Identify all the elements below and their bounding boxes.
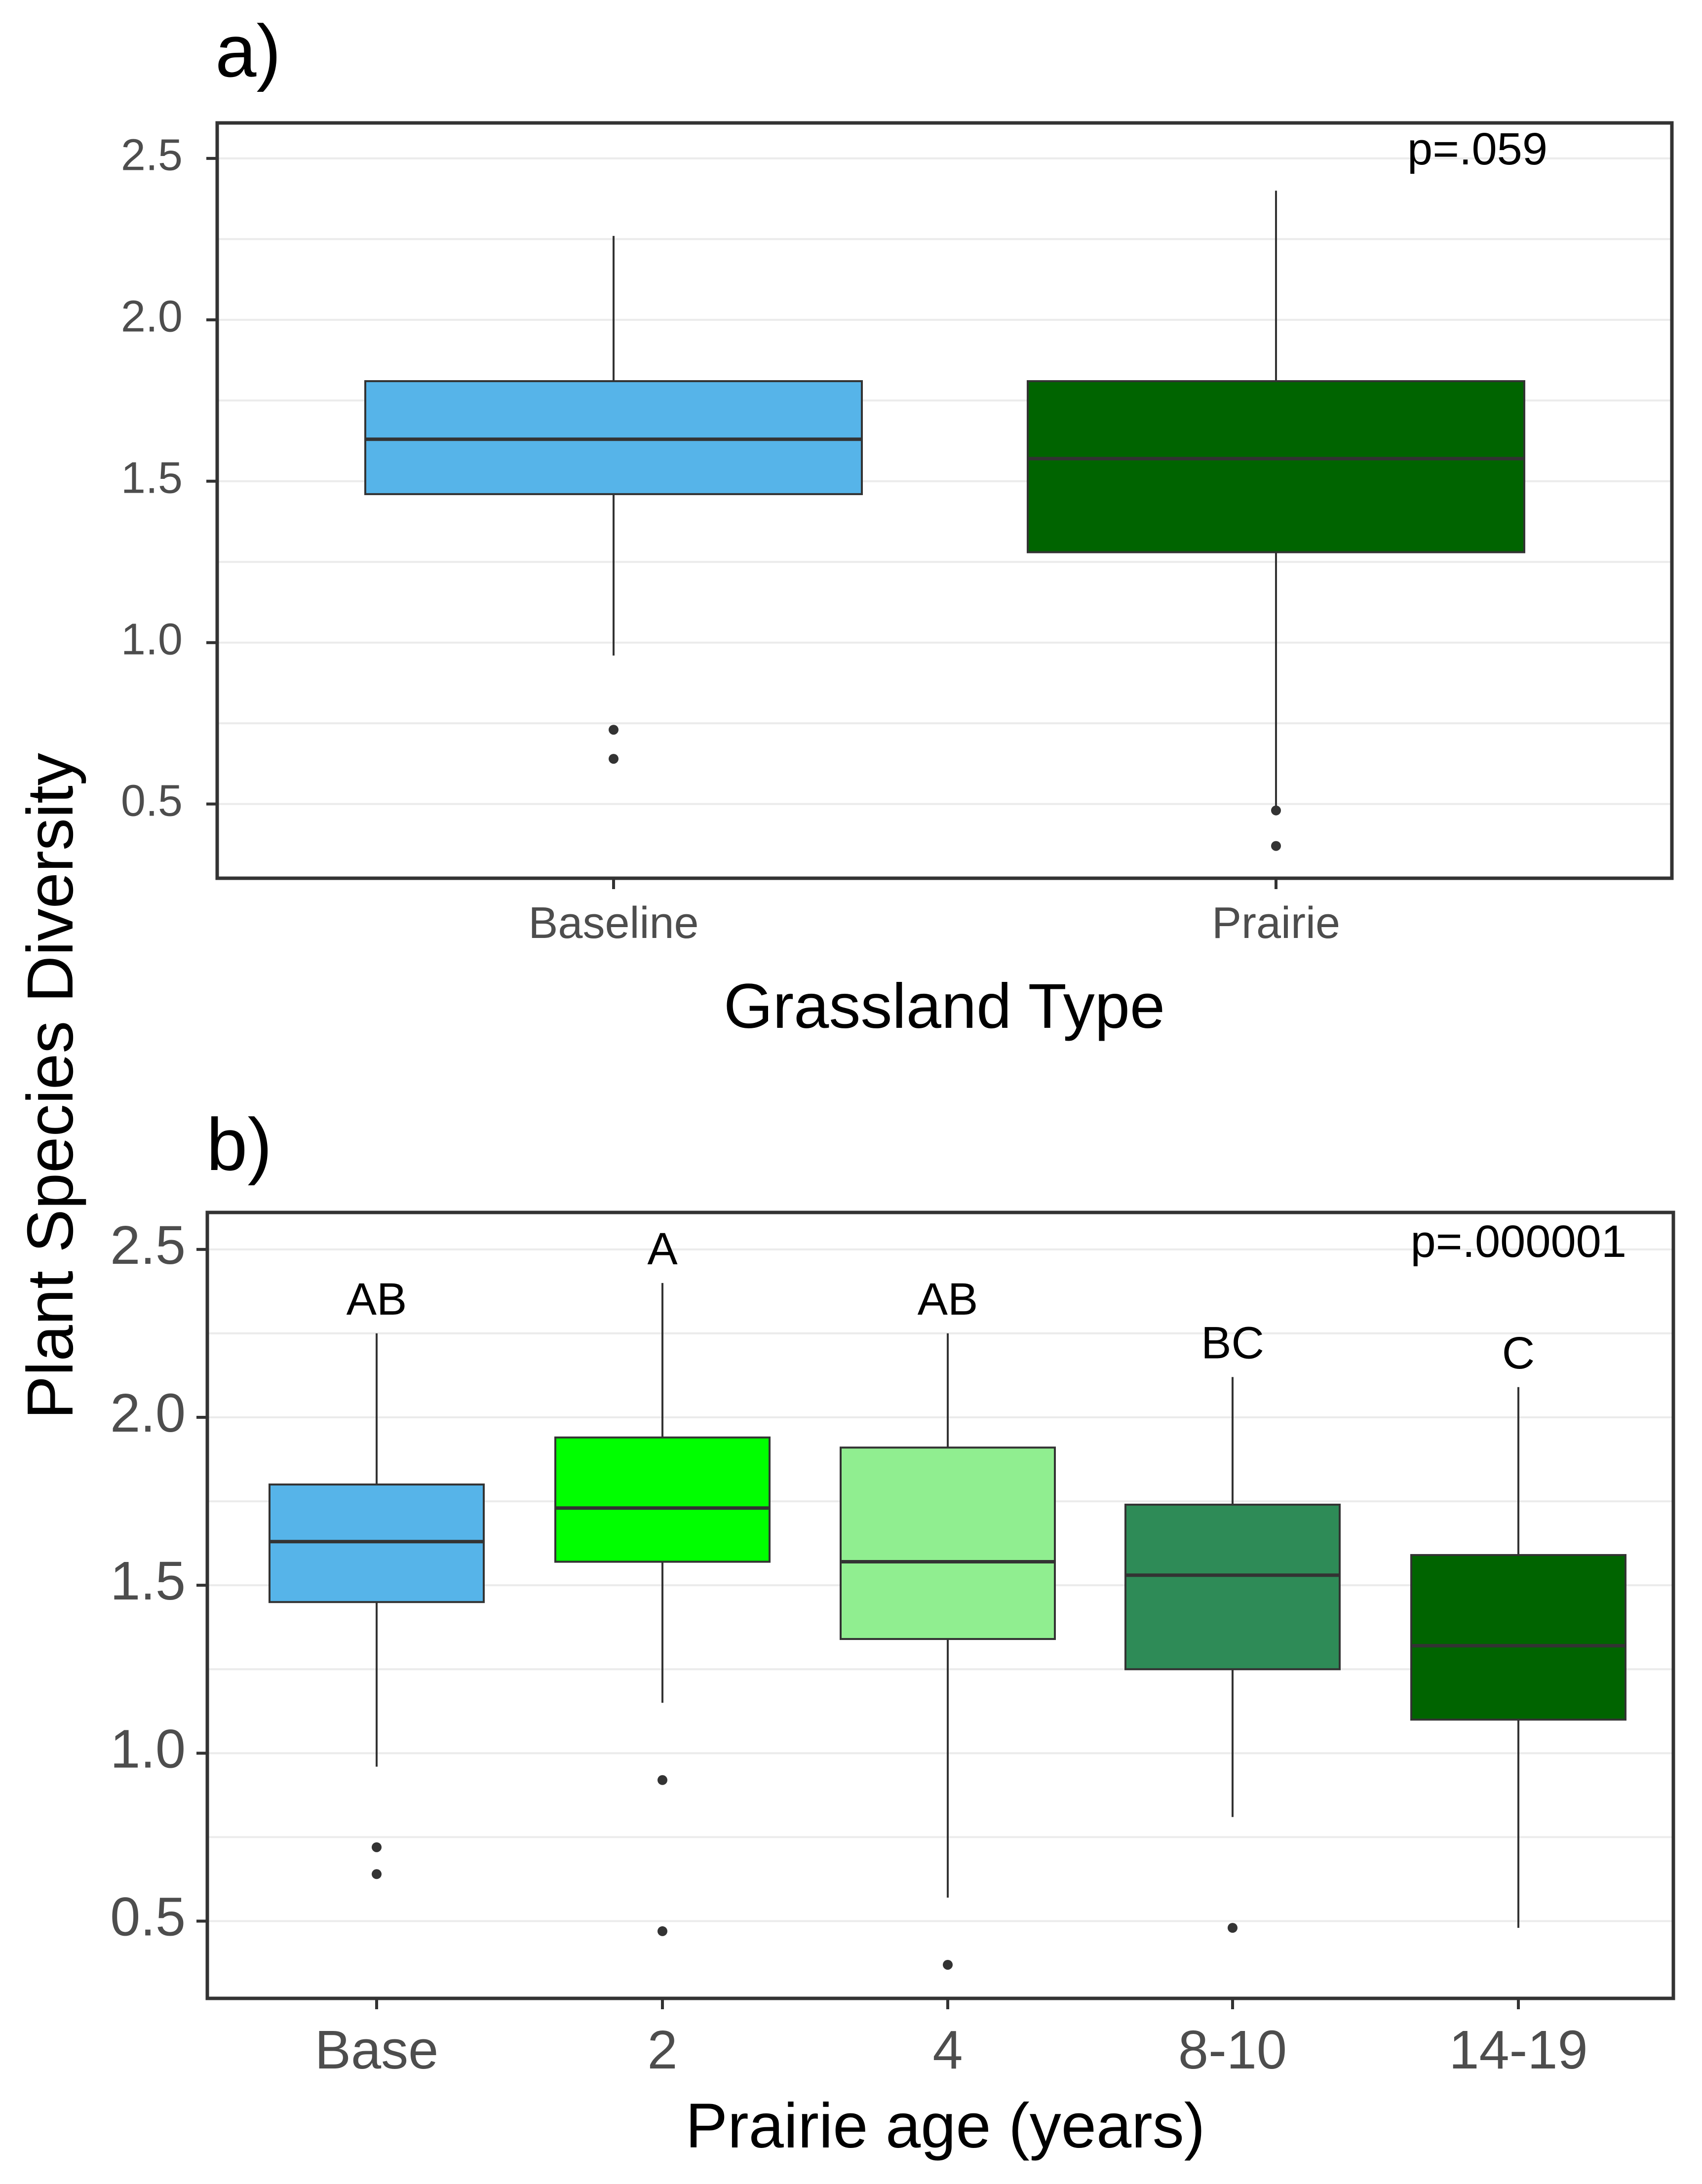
panel-b-box-4: C [1410,1328,1626,1928]
outlier-point [1271,805,1281,816]
outlier-point [1228,1923,1238,1933]
panel-b-y-tick-label: 2.0 [110,1383,186,1443]
panel-b-box-1: A [554,1224,771,1936]
panel-b-border [205,1210,1675,2000]
panel-b-y-tick-label: 0.5 [110,1887,186,1948]
panel-a-axes: 0.5 1.0 1.5 2.0 2.5 Baseline Prairie [121,131,1340,948]
outlier-point [943,1959,953,1970]
box-iqr [840,1446,1056,1640]
panel-b-box-0: AB [269,1274,485,1879]
outlier-point [658,1926,667,1936]
outlier-point [609,725,619,735]
panel-a-boxes [364,191,1525,851]
outlier-point [372,1869,382,1879]
box-iqr [1027,380,1525,553]
panel-b-x-tick-label: 2 [647,2020,677,2080]
group-letter: A [647,1224,678,1274]
panel-b-axes: 0.5 1.0 1.5 2.0 2.5 Base 2 4 8-10 14-19 [110,1215,1588,2080]
box-iqr [1410,1554,1626,1721]
panel-a-y-tick-label: 1.5 [121,454,183,503]
panel-a-x-tick-label: Baseline [528,898,698,948]
panel-a-y-tick-label: 2.5 [121,131,183,180]
panel-a-gridlines [217,157,1672,805]
panel-a-box-0 [364,235,863,764]
group-letter: AB [347,1274,407,1325]
outlier-point [372,1842,382,1852]
panel-b-x-tick-label: 14-19 [1449,2020,1587,2080]
panel-b-x-tick-label: 4 [932,2020,963,2080]
panel-b-y-tick-label: 1.5 [110,1551,186,1611]
box-iqr [1124,1503,1341,1671]
group-letter: BC [1201,1318,1264,1368]
panel-a-p-value: p=.059 [1407,124,1547,174]
panel-b: b) AB A AB BC C 0.5 1.0 1.5 2.0 2.5 Base 2 4 8-10 14-… [110,1103,1675,2161]
panel-a-x-axis-title: Grassland Type [724,971,1165,1042]
panel-a-y-tick-label: 1.0 [121,615,183,664]
panel-a-box-1 [1027,191,1525,851]
outlier-point [1271,841,1281,851]
panel-a-y-tick-label: 2.0 [121,292,183,342]
panel-a: a) 0.5 1.0 1.5 2.0 2.5 Baseline Prairie p=.059… [121,9,1674,1042]
outlier-point [609,754,619,764]
panel-b-p-value: p=.000001 [1411,1216,1626,1267]
group-letter: C [1502,1328,1535,1378]
panel-b-y-tick-label: 2.5 [110,1215,186,1276]
panel-label-b: b) [206,1103,272,1186]
panel-b-box-2: AB [840,1274,1056,1970]
y-axis-title: Plant Species Diversity [14,753,86,1419]
panel-b-box-3: BC [1124,1318,1341,1933]
panel-label-a: a) [215,9,281,92]
panel-a-y-tick-label: 0.5 [121,776,183,825]
panel-b-boxes: AB A AB BC C [269,1224,1626,1970]
group-letter: AB [918,1274,978,1325]
panel-b-x-tick-label: Base [315,2020,439,2080]
outlier-point [658,1775,667,1785]
box-iqr [554,1436,771,1563]
panel-b-x-axis-title: Prairie age (years) [686,2091,1205,2161]
panel-a-border [215,121,1674,880]
panel-a-x-tick-label: Prairie [1212,898,1340,948]
panel-b-x-tick-label: 8-10 [1178,2020,1287,2080]
panel-b-y-tick-label: 1.0 [110,1718,186,1779]
